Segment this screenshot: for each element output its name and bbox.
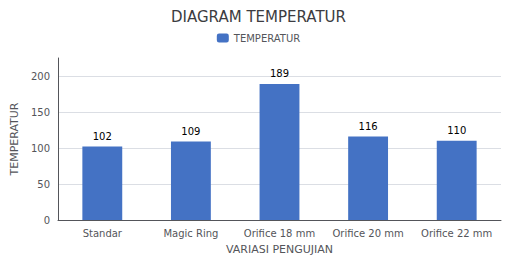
- svg-text:Magic Ring: Magic Ring: [163, 228, 218, 239]
- svg-text:200: 200: [31, 71, 50, 82]
- svg-text:116: 116: [359, 121, 378, 132]
- svg-text:VARIASI PENGUJIAN: VARIASI PENGUJIAN: [226, 243, 333, 256]
- svg-text:DIAGRAM TEMPERATUR: DIAGRAM TEMPERATUR: [171, 8, 346, 26]
- svg-text:189: 189: [270, 68, 289, 79]
- svg-text:Orifice 18 mm: Orifice 18 mm: [244, 228, 315, 239]
- svg-text:50: 50: [37, 179, 50, 190]
- svg-text:100: 100: [31, 143, 50, 154]
- svg-text:Standar: Standar: [83, 228, 123, 239]
- svg-text:TEMPERATUR: TEMPERATUR: [233, 33, 300, 44]
- svg-text:TEMPERATUR: TEMPERATUR: [8, 102, 21, 176]
- svg-text:Orifice 20 mm: Orifice 20 mm: [332, 228, 403, 239]
- svg-text:102: 102: [93, 131, 112, 142]
- svg-text:150: 150: [31, 107, 50, 118]
- svg-text:Orifice 22 mm: Orifice 22 mm: [421, 228, 492, 239]
- svg-text:0: 0: [44, 215, 50, 226]
- svg-text:109: 109: [181, 126, 200, 137]
- svg-text:110: 110: [447, 125, 466, 136]
